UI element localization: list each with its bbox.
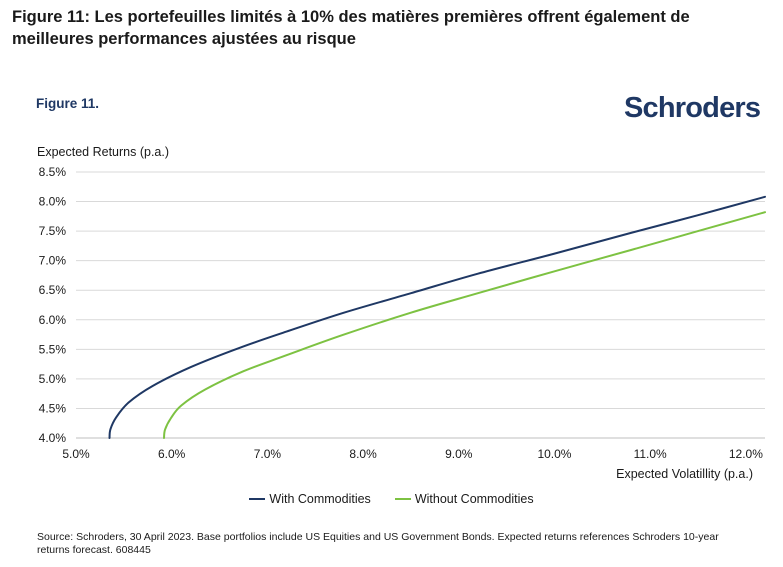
y-tick-label: 4.5%: [39, 401, 67, 415]
series-line-with-commodities: [108, 195, 766, 439]
y-tick-label: 6.5%: [39, 283, 67, 297]
legend-label-without: Without Commodities: [414, 492, 534, 506]
y-tick-label: 5.0%: [39, 372, 67, 386]
x-tick-label: 10.0%: [537, 447, 571, 461]
y-tick-label: 8.0%: [39, 195, 67, 209]
legend-item-with-commodities: With Commodities: [249, 492, 371, 506]
legend-swatch-with: [249, 498, 266, 500]
legend-label-with: With Commodities: [269, 492, 371, 506]
x-tick-label: 7.0%: [254, 447, 282, 461]
page-title: Figure 11: Les portefeuilles limités à 1…: [12, 8, 690, 48]
y-tick-label: 4.0%: [39, 431, 67, 445]
figure-label: Figure 11.: [36, 96, 100, 111]
x-tick-label: 8.0%: [349, 447, 377, 461]
source-note: Source: Schroders, 30 April 2023. Base p…: [37, 531, 719, 556]
y-tick-label: 8.5%: [39, 165, 67, 179]
x-tick-label: 12.0%: [729, 447, 763, 461]
y-tick-label: 6.0%: [39, 313, 67, 327]
legend-item-without-commodities: Without Commodities: [394, 492, 534, 506]
x-tick-label: 9.0%: [445, 447, 473, 461]
y-tick-label: 7.5%: [39, 224, 67, 238]
legend: With Commodities Without Commodities: [0, 492, 783, 506]
x-tick-label: 6.0%: [158, 447, 186, 461]
legend-swatch-without: [394, 498, 411, 500]
schroders-logo: Schroders: [624, 92, 761, 124]
y-axis-title: Expected Returns (p.a.): [37, 145, 170, 159]
y-tick-label: 7.0%: [39, 254, 67, 268]
y-tick-label: 5.5%: [39, 342, 67, 356]
x-tick-label: 11.0%: [634, 447, 667, 461]
series-line-without-commodities: [163, 211, 766, 439]
x-tick-label: 5.0%: [62, 447, 90, 461]
x-axis-title: Expected Volatillity (p.a.): [616, 467, 753, 481]
